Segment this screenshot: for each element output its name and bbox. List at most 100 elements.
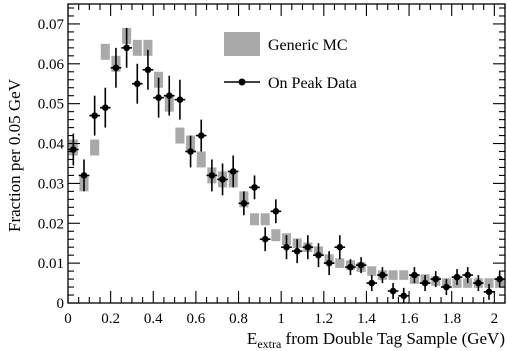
x-tick-label: 1.6 — [400, 311, 419, 327]
y-tick-label: 0.06 — [38, 57, 65, 73]
data-marker — [240, 200, 248, 207]
data-marker — [432, 275, 440, 283]
data-point — [259, 227, 271, 252]
x-axis-label-subscript: extra — [257, 337, 282, 351]
data-point — [153, 77, 164, 118]
data-point — [270, 199, 282, 224]
data-marker — [229, 168, 237, 175]
data-point — [110, 47, 122, 88]
data-marker — [272, 208, 280, 215]
mc-box — [271, 229, 281, 242]
data-point — [366, 275, 378, 292]
data-point — [313, 243, 324, 268]
data-point — [462, 267, 474, 284]
data-marker — [475, 279, 482, 287]
mc-box — [143, 39, 153, 56]
mc-box — [260, 213, 270, 226]
data-marker — [155, 94, 162, 101]
y-tick-label: 0.01 — [38, 256, 64, 272]
data-marker — [123, 44, 130, 52]
mc-box — [388, 270, 398, 280]
data-point — [473, 275, 484, 292]
y-axis-label: Fraction per 0.05 GeV — [5, 78, 24, 232]
legend-swatch-marker-on-peak-data — [238, 78, 246, 86]
data-marker — [165, 92, 173, 99]
data-point — [398, 287, 410, 303]
axes: 0 0.2 0.4 0.6 0.8 1 1.2 1.4 1.6 1.8 2 0 0.01 0.02 0.03… — [38, 3, 506, 327]
data-marker — [304, 243, 312, 251]
y-tick-label: 0.04 — [38, 137, 65, 153]
data-marker — [389, 287, 397, 295]
data-point — [238, 191, 250, 216]
mc-box — [196, 151, 206, 168]
data-point — [387, 283, 399, 300]
legend: Generic MC On Peak Data — [224, 32, 357, 92]
data-marker — [347, 263, 354, 271]
data-point — [409, 267, 420, 284]
x-tick-label: 1.4 — [357, 311, 376, 327]
data-marker — [357, 261, 365, 269]
x-axis-label-rest: from Double Tag Sample (GeV) — [281, 329, 505, 348]
data-marker — [261, 235, 269, 243]
data-point — [142, 49, 154, 90]
data-point — [89, 95, 100, 136]
x-tick-label: 0.8 — [229, 311, 248, 327]
mc-box — [399, 270, 409, 280]
data-marker — [325, 259, 333, 267]
y-tick-label: 0.07 — [38, 17, 65, 33]
data-marker — [368, 279, 376, 287]
data-point — [323, 251, 335, 276]
data-marker — [251, 184, 258, 191]
data-point — [163, 75, 175, 116]
data-point — [174, 79, 186, 120]
data-marker — [208, 172, 216, 179]
data-point — [302, 235, 314, 260]
mc-box — [484, 278, 494, 288]
x-tick-label: 1.2 — [314, 311, 333, 327]
legend-swatch-generic-mc — [224, 32, 260, 56]
x-tick-label: 1 — [277, 311, 285, 327]
mc-box — [175, 127, 185, 144]
x-axis-label: Eextra from Double Tag Sample (GeV) — [247, 329, 505, 351]
data-point — [217, 163, 228, 196]
data-marker — [315, 251, 322, 259]
data-point — [78, 159, 90, 192]
mc-box — [335, 258, 345, 268]
data-marker — [176, 96, 184, 103]
data-point — [334, 235, 346, 260]
data-point — [281, 235, 292, 260]
data-marker — [411, 271, 418, 279]
data-marker — [485, 288, 493, 296]
data-point — [430, 271, 442, 288]
data-point — [227, 155, 239, 188]
data-marker — [293, 247, 301, 255]
data-marker — [102, 104, 109, 111]
data-point — [483, 283, 495, 300]
legend-label-on-peak-data: On Peak Data — [268, 75, 357, 92]
data-marker — [336, 243, 344, 251]
plot-frame — [67, 3, 506, 304]
x-tick-label: 1.8 — [442, 311, 461, 327]
data-point — [121, 27, 132, 68]
x-tick-label: 0 — [64, 311, 72, 327]
data-marker — [379, 271, 386, 279]
data-point — [195, 119, 207, 152]
data-point — [131, 63, 143, 104]
y-tick-label: 0.02 — [38, 216, 64, 232]
data-marker — [400, 292, 408, 300]
data-marker — [283, 243, 290, 251]
data-marker — [219, 176, 226, 183]
y-tick-label: 0 — [57, 296, 65, 312]
data-marker — [421, 279, 429, 287]
data-marker — [187, 148, 194, 155]
y-tick-label: 0.03 — [38, 176, 64, 192]
y-tick-label: 0.05 — [38, 97, 64, 113]
data-point — [68, 133, 79, 166]
data-series — [68, 27, 505, 303]
x-tick-label: 0.4 — [144, 311, 163, 327]
data-marker — [464, 271, 471, 279]
data-marker — [133, 80, 141, 88]
data-point — [291, 239, 303, 264]
x-tick-label: 0.6 — [187, 311, 206, 327]
